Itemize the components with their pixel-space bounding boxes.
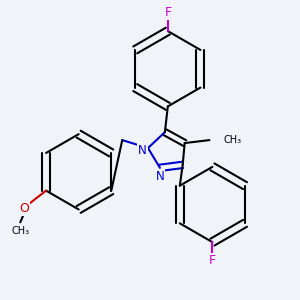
- Text: N: N: [138, 143, 146, 157]
- Text: O: O: [19, 202, 29, 215]
- Text: CH₃: CH₃: [11, 226, 29, 236]
- Text: N: N: [155, 170, 164, 183]
- Text: CH₃: CH₃: [223, 135, 242, 145]
- Text: F: F: [164, 6, 171, 19]
- Text: F: F: [209, 254, 216, 268]
